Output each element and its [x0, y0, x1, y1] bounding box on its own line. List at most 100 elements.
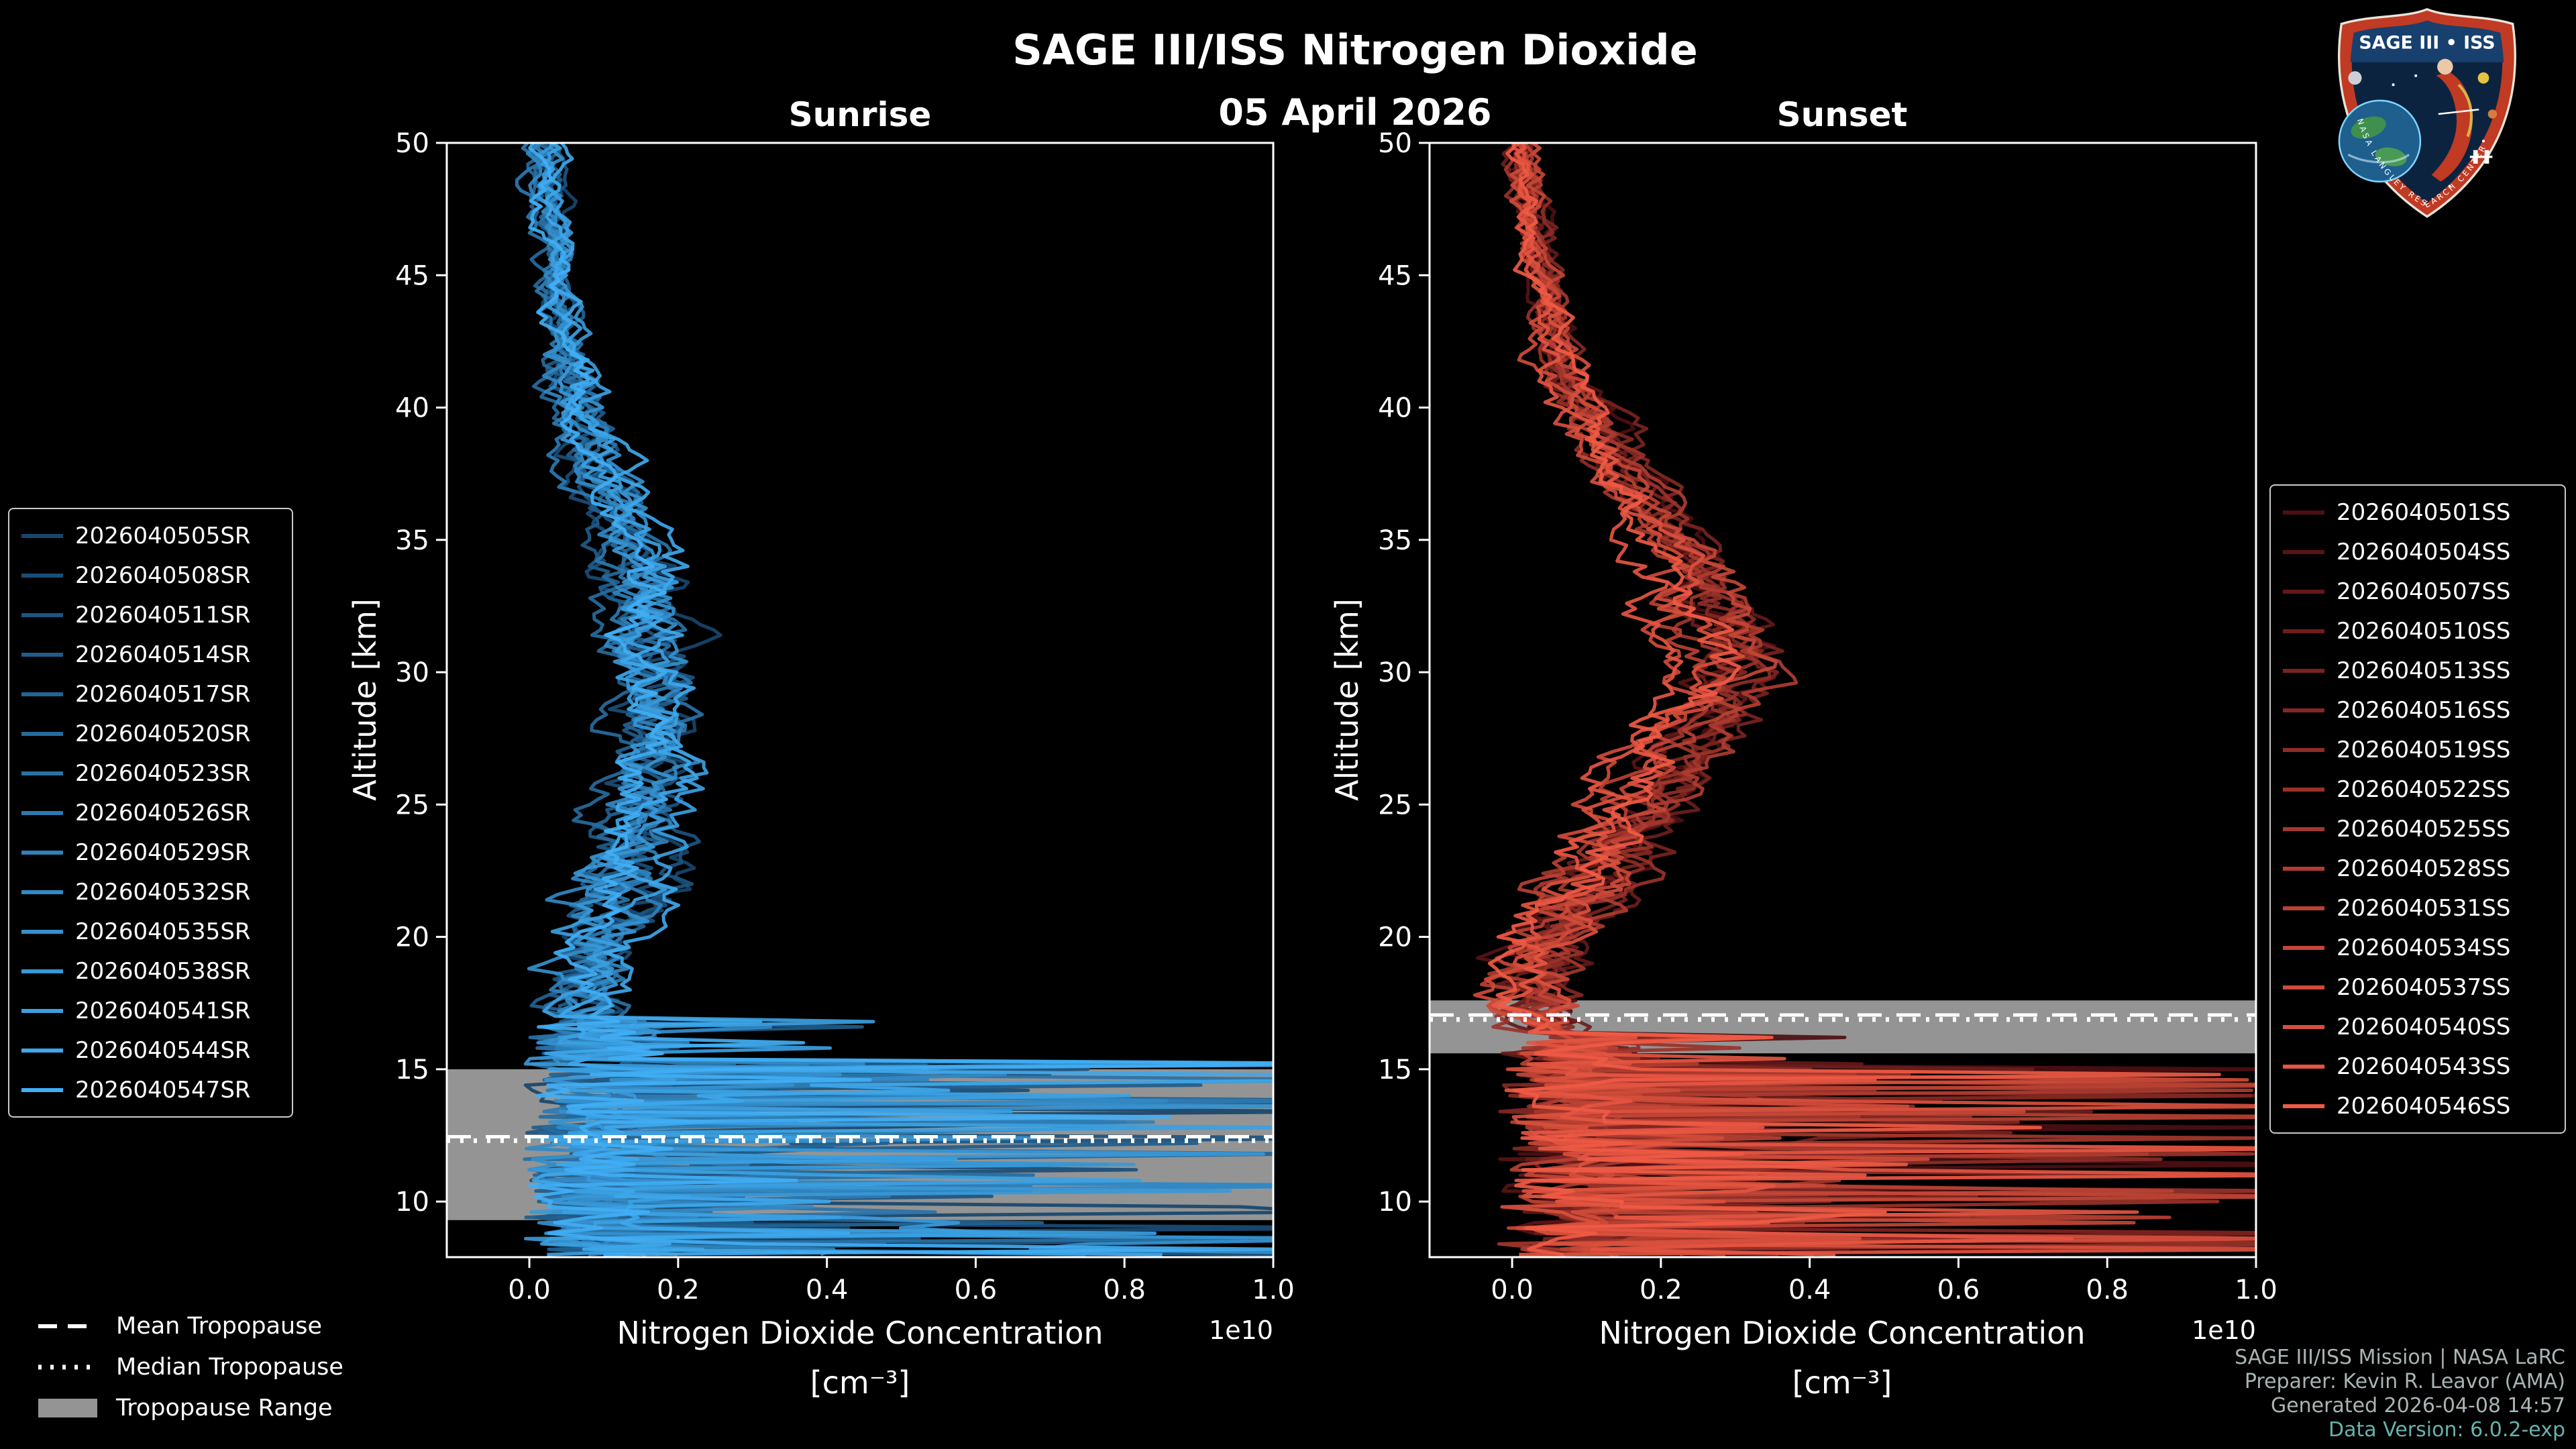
series-label: 2026040547SR [75, 1076, 251, 1104]
series-label: 2026040508SR [75, 561, 251, 589]
series-label: 2026040505SR [75, 522, 251, 549]
y-tick-label: 25 [395, 790, 429, 820]
series-color-swatch [21, 969, 63, 973]
legend-item: 2026040528SS [2283, 849, 2553, 888]
plot-content [1430, 143, 2256, 1256]
legend-item: 2026040519SS [2283, 730, 2553, 769]
legend-item: 2026040517SR [21, 674, 280, 714]
legend-item: 2026040514SR [21, 635, 280, 674]
y-tick-label: 15 [395, 1055, 429, 1085]
legend-item: 2026040522SS [2283, 769, 2553, 809]
credit-line-preparer: Preparer: Kevin R. Leavor (AMA) [2244, 1370, 2565, 1393]
series-label: 2026040517SR [75, 680, 251, 708]
series-color-swatch [2283, 826, 2324, 831]
series-label: 2026040528SS [2337, 855, 2511, 882]
series-color-swatch [2283, 629, 2324, 633]
series-label: 2026040520SR [75, 720, 251, 747]
legend-item: 2026040532SR [21, 872, 280, 912]
legend-item: 2026040507SS [2283, 572, 2553, 611]
legend-item: 2026040535SR [21, 912, 280, 951]
y-tick-label: 35 [1378, 525, 1412, 556]
page-title: SAGE III/ISS Nitrogen Dioxide [1012, 25, 1698, 74]
series-color-swatch [2283, 1104, 2324, 1108]
x-tick-label: 0.0 [1491, 1275, 1534, 1305]
figure-date: 05 April 2026 [1218, 91, 1492, 133]
y-tick-label: 50 [1378, 128, 1412, 159]
series-color-swatch [21, 1048, 63, 1053]
series-label: 2026040507SS [2337, 578, 2511, 605]
x-tick-label: 0.2 [657, 1275, 700, 1305]
series-label: 2026040532SR [75, 878, 251, 906]
profile-line [528, 143, 1273, 1256]
x-axis-units-sunrise: [cm⁻³] [810, 1364, 910, 1401]
legend-item: 2026040531SS [2283, 888, 2553, 928]
series-label: 2026040519SS [2337, 736, 2511, 763]
y-tick-label: 45 [395, 260, 429, 291]
x-tick-label: 0.6 [955, 1275, 998, 1305]
series-color-swatch [2283, 787, 2324, 792]
mission-patch-logo: SAGE III • ISS NASA LANGLEY RESEARCH CEN… [2338, 7, 2516, 218]
y-tick-label: 30 [1378, 657, 1412, 688]
legend-item: 2026040526SR [21, 793, 280, 833]
profile-line [1491, 143, 2256, 1256]
x-axis-label-sunset: Nitrogen Dioxide Concentration [1599, 1315, 2086, 1351]
median-tropopause-legend-item: Median Tropopause [37, 1346, 343, 1387]
y-tick-label: 20 [1378, 922, 1412, 953]
series-color-swatch [21, 612, 63, 617]
profile-line [1487, 143, 2221, 1256]
series-label: 2026040529SR [75, 839, 251, 866]
series-color-swatch [2283, 668, 2324, 673]
panel-heading-sunrise: Sunrise [788, 95, 932, 134]
series-label: 2026040531SS [2337, 894, 2511, 922]
series-label: 2026040513SS [2337, 657, 2511, 684]
legend-item: 2026040546SS [2283, 1086, 2553, 1126]
series-color-swatch [21, 692, 63, 696]
tropopause-range-legend-item: Tropopause Range [37, 1387, 343, 1428]
y-tick-label: 30 [395, 657, 429, 688]
plot-content [447, 143, 1273, 1256]
series-label: 2026040526SR [75, 799, 251, 826]
series-label: 2026040538SR [75, 957, 251, 985]
x-tick-label: 0.4 [1788, 1275, 1831, 1305]
legend-item: 2026040505SR [21, 516, 280, 555]
legend-item: 2026040541SR [21, 991, 280, 1030]
credit-line-mission: SAGE III/ISS Mission | NASA LaRC [2235, 1346, 2565, 1369]
x-axis-offset-label: 1e10 [1209, 1316, 1273, 1345]
y-axis-label-sunset: Altitude [km] [1329, 598, 1365, 801]
legend-item: 2026040547SR [21, 1070, 280, 1110]
series-color-swatch [21, 890, 63, 894]
patch-header-band [2350, 20, 2504, 62]
x-tick-label: 0.2 [1640, 1275, 1682, 1305]
sunset-plot: 0.0 0.2 0.4 0.6 0.8 1.0 10 15 20 25 30 35 40 45 50 1e10 [1378, 128, 2277, 1345]
planet-icons [2348, 71, 2498, 119]
y-axis-label-sunrise: Altitude [km] [347, 598, 383, 801]
series-color-swatch [21, 1087, 63, 1092]
legend-item: 2026040538SR [21, 951, 280, 991]
legend-item: 2026040511SR [21, 595, 280, 635]
y-tick-label: 20 [395, 922, 429, 953]
legend-item: 2026040540SS [2283, 1007, 2553, 1046]
legend-item: 2026040501SS [2283, 492, 2553, 532]
series-color-swatch [21, 1008, 63, 1013]
patch-title-text: SAGE III • ISS [2359, 33, 2495, 54]
mean-tropopause-label: Mean Tropopause [116, 1312, 323, 1340]
series-label: 2026040541SR [75, 997, 251, 1024]
x-tick-label: 0.4 [806, 1275, 849, 1305]
y-tick-label: 15 [1378, 1055, 1412, 1085]
legend-item: 2026040537SS [2283, 967, 2553, 1007]
series-label: 2026040535SR [75, 918, 251, 945]
series-color-swatch [2283, 589, 2324, 594]
series-label: 2026040511SR [75, 601, 251, 629]
panel-heading-sunset: Sunset [1776, 95, 1908, 134]
series-color-swatch [2283, 985, 2324, 989]
series-label: 2026040504SS [2337, 538, 2511, 566]
profile-line [1472, 143, 2256, 1256]
iss-icon [2469, 150, 2493, 164]
series-color-swatch [21, 573, 63, 578]
gray-band-icon [38, 1398, 97, 1417]
x-axis-units-sunset: [cm⁻³] [1792, 1364, 1892, 1401]
series-label: 2026040544SR [75, 1036, 251, 1064]
legend-item: 2026040529SR [21, 833, 280, 872]
sunrise-plot: 0.0 0.2 0.4 0.6 0.8 1.0 10 15 20 25 30 35 40 45 50 1e10 [395, 128, 1295, 1345]
